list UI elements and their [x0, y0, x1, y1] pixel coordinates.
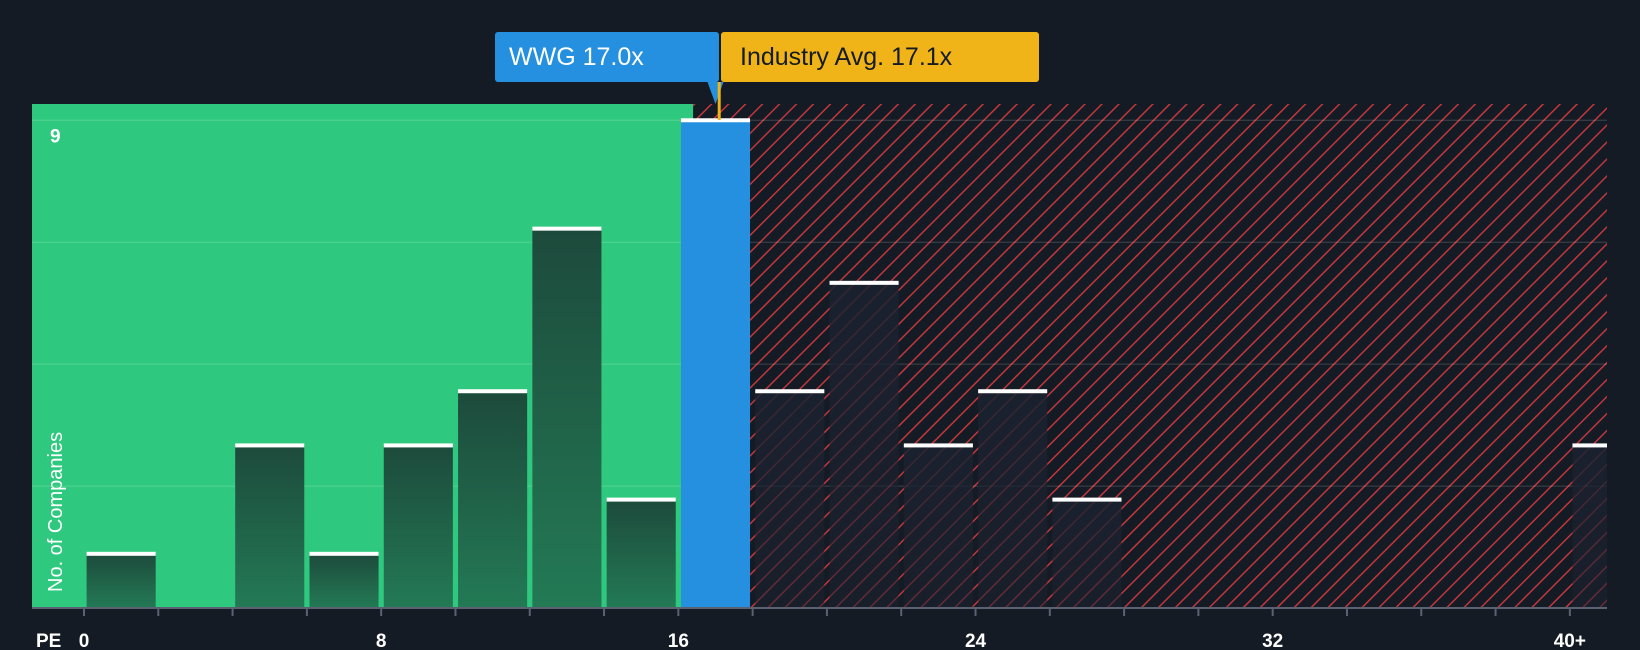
- x-tick-label-1: 8: [376, 631, 387, 650]
- bar-4: [458, 391, 528, 608]
- industry-avg-label: Industry Avg. 17.1x: [740, 43, 953, 71]
- x-tick-label-4: 32: [1262, 631, 1283, 650]
- bar-11: [978, 391, 1048, 608]
- markers: [707, 82, 724, 120]
- bar-8: [755, 391, 825, 608]
- bar-cap-4: [458, 389, 528, 394]
- x-axis: 0 8 16 24 32 40+: [32, 607, 1607, 650]
- bar-2: [309, 553, 379, 608]
- bar-3: [383, 445, 453, 608]
- bar-1: [235, 445, 305, 608]
- bar-10: [903, 445, 973, 608]
- bar-5: [532, 228, 602, 609]
- bar-7: [680, 120, 751, 609]
- bar-12: [1052, 499, 1122, 608]
- industry-avg-callout: Industry Avg. 17.1x: [721, 32, 1039, 82]
- x-tick-label-2: 16: [668, 631, 689, 650]
- bar-cap-6: [606, 497, 676, 502]
- y-tick-label: 9: [50, 126, 61, 147]
- bar-cap-11: [978, 389, 1048, 394]
- company-pe-label: WWG 17.0x: [509, 43, 644, 71]
- bar-cap-3: [383, 443, 453, 448]
- y-axis-label: No. of Companies: [45, 432, 67, 592]
- bar-cap-10: [903, 443, 973, 448]
- company-pe-callout: WWG 17.0x: [495, 32, 719, 82]
- bar-9: [829, 282, 899, 608]
- bar-6: [606, 499, 676, 608]
- bar-13: [1572, 445, 1607, 608]
- x-tick-label-3: 24: [965, 631, 987, 650]
- bar-cap-13: [1572, 443, 1607, 448]
- bar-cap-12: [1052, 497, 1122, 502]
- x-tick-label-0: 0: [79, 631, 90, 650]
- bar-cap-7: [680, 118, 751, 123]
- company-marker-pointer: [707, 82, 724, 104]
- bar-cap-0: [86, 551, 156, 556]
- bar-cap-1: [235, 443, 305, 448]
- bar-cap-9: [829, 280, 899, 285]
- bar-0: [86, 553, 156, 608]
- x-tick-label-5: 40+: [1554, 631, 1586, 650]
- bar-cap-5: [532, 226, 602, 231]
- bars: [86, 118, 1607, 609]
- bar-cap-2: [309, 551, 379, 556]
- x-axis-label: PE: [36, 631, 61, 650]
- bar-cap-8: [755, 389, 825, 394]
